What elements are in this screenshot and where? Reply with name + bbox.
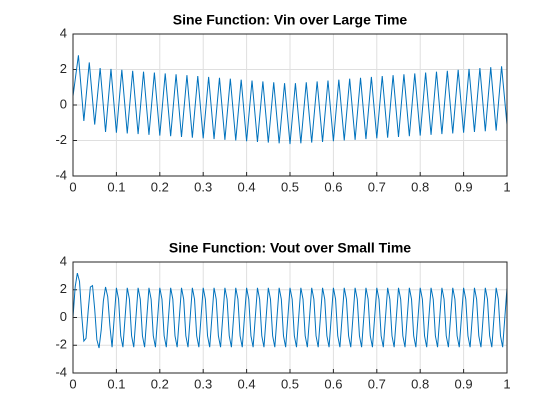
y-tick-label: 0	[60, 309, 67, 324]
y-tick-label: -2	[55, 132, 67, 147]
x-tick-label: 0.7	[368, 179, 386, 194]
x-tick-label: 0.8	[411, 179, 429, 194]
x-tick-label: 0.9	[455, 179, 473, 194]
x-tick-label: 0.6	[324, 376, 342, 391]
x-tick-label: 0.1	[107, 376, 125, 391]
x-tick-label: 0.3	[194, 376, 212, 391]
y-tick-label: 0	[60, 96, 67, 111]
y-tick-label: 2	[60, 281, 67, 296]
axes-box	[72, 261, 508, 374]
x-tick-label: 0.5	[281, 179, 299, 194]
x-tick-label: 0.4	[238, 179, 256, 194]
y-tick-label: 4	[60, 25, 67, 40]
x-tick-label: 0.5	[281, 376, 299, 391]
x-tick-label: 0.9	[455, 376, 473, 391]
x-tick-label: 0	[69, 376, 76, 391]
y-tick-label: 2	[60, 61, 67, 76]
y-tick-label: -4	[55, 167, 67, 182]
x-tick-label: 0.8	[411, 376, 429, 391]
line-series	[72, 55, 508, 145]
x-tick-label: 0.2	[151, 376, 169, 391]
x-tick-label: 0.2	[151, 179, 169, 194]
chart-title: Sine Function: Vout over Small Time	[169, 240, 411, 256]
x-tick-label: 1	[503, 179, 510, 194]
y-tick-label: 4	[60, 253, 67, 268]
x-tick-label: 0.7	[368, 376, 386, 391]
x-tick-label: 0.3	[194, 179, 212, 194]
x-tick-label: 0	[69, 179, 76, 194]
x-tick-label: 0.1	[107, 179, 125, 194]
x-tick-label: 1	[503, 376, 510, 391]
line-series	[72, 272, 508, 349]
y-tick-label: -4	[55, 364, 67, 379]
y-tick-label: -2	[55, 337, 67, 352]
chart-title: Sine Function: Vin over Large Time	[173, 12, 408, 28]
axes-box	[72, 33, 508, 177]
x-tick-label: 0.6	[324, 179, 342, 194]
x-tick-label: 0.4	[238, 376, 256, 391]
